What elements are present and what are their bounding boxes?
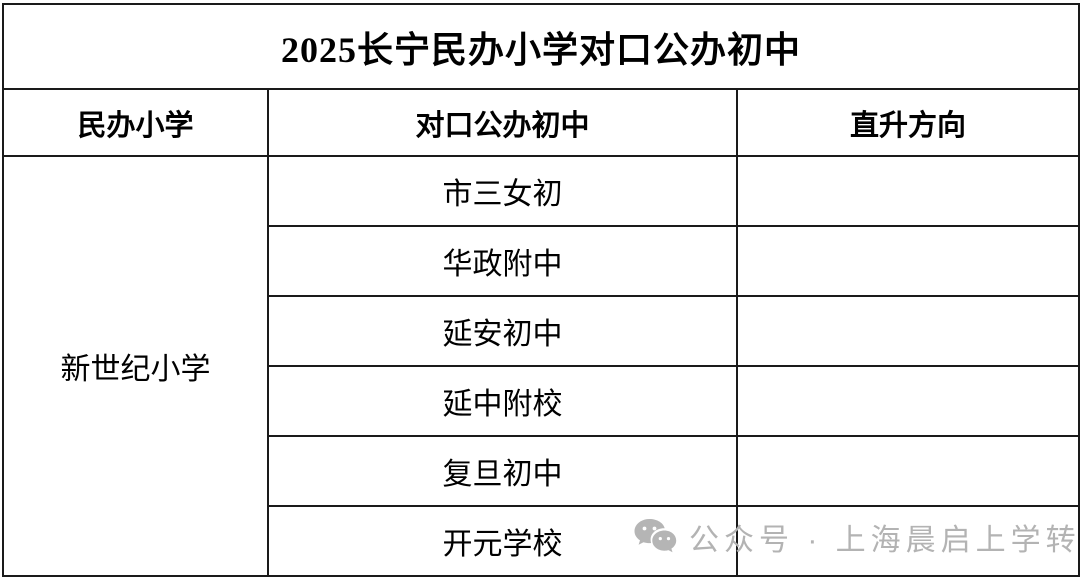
direction-cell	[735, 295, 1080, 367]
column-header-public-junior: 对口公办初中	[267, 88, 738, 157]
middle-school-cell: 复旦初中	[267, 435, 738, 507]
table-title: 2025长宁民办小学对口公办初中	[1, 3, 1080, 90]
middle-school-cell: 延中附校	[267, 365, 738, 437]
table-row: 复旦初中	[3, 435, 1080, 507]
table-row: 延安初中	[3, 295, 1080, 367]
direction-cell	[735, 435, 1080, 507]
direction-cell	[735, 155, 1080, 227]
direction-cell	[735, 225, 1080, 297]
table-row: 开元学校	[3, 505, 1080, 577]
primary-school-cell: 新世纪小学	[2, 155, 269, 577]
direction-cell	[735, 505, 1080, 577]
middle-school-cell: 开元学校	[267, 505, 738, 577]
column-header-direction: 直升方向	[735, 88, 1080, 157]
direction-cell	[735, 365, 1080, 437]
middle-school-cell: 华政附中	[267, 225, 738, 297]
table-row: 新世纪小学 市三女初	[2, 155, 1080, 577]
title-row: 2025长宁民办小学对口公办初中	[1, 3, 1080, 90]
table-row: 华政附中	[3, 225, 1080, 297]
header-row: 民办小学 对口公办初中 直升方向	[2, 88, 1080, 157]
school-mapping-table: 2025长宁民办小学对口公办初中 民办小学 对口公办初中 直升方向 新世纪小学 …	[1, 3, 1080, 577]
middle-school-cell: 延安初中	[267, 295, 738, 367]
middle-school-cell: 市三女初	[267, 155, 738, 227]
column-header-private-primary: 民办小学	[2, 88, 269, 157]
table-row: 延中附校	[3, 365, 1080, 437]
